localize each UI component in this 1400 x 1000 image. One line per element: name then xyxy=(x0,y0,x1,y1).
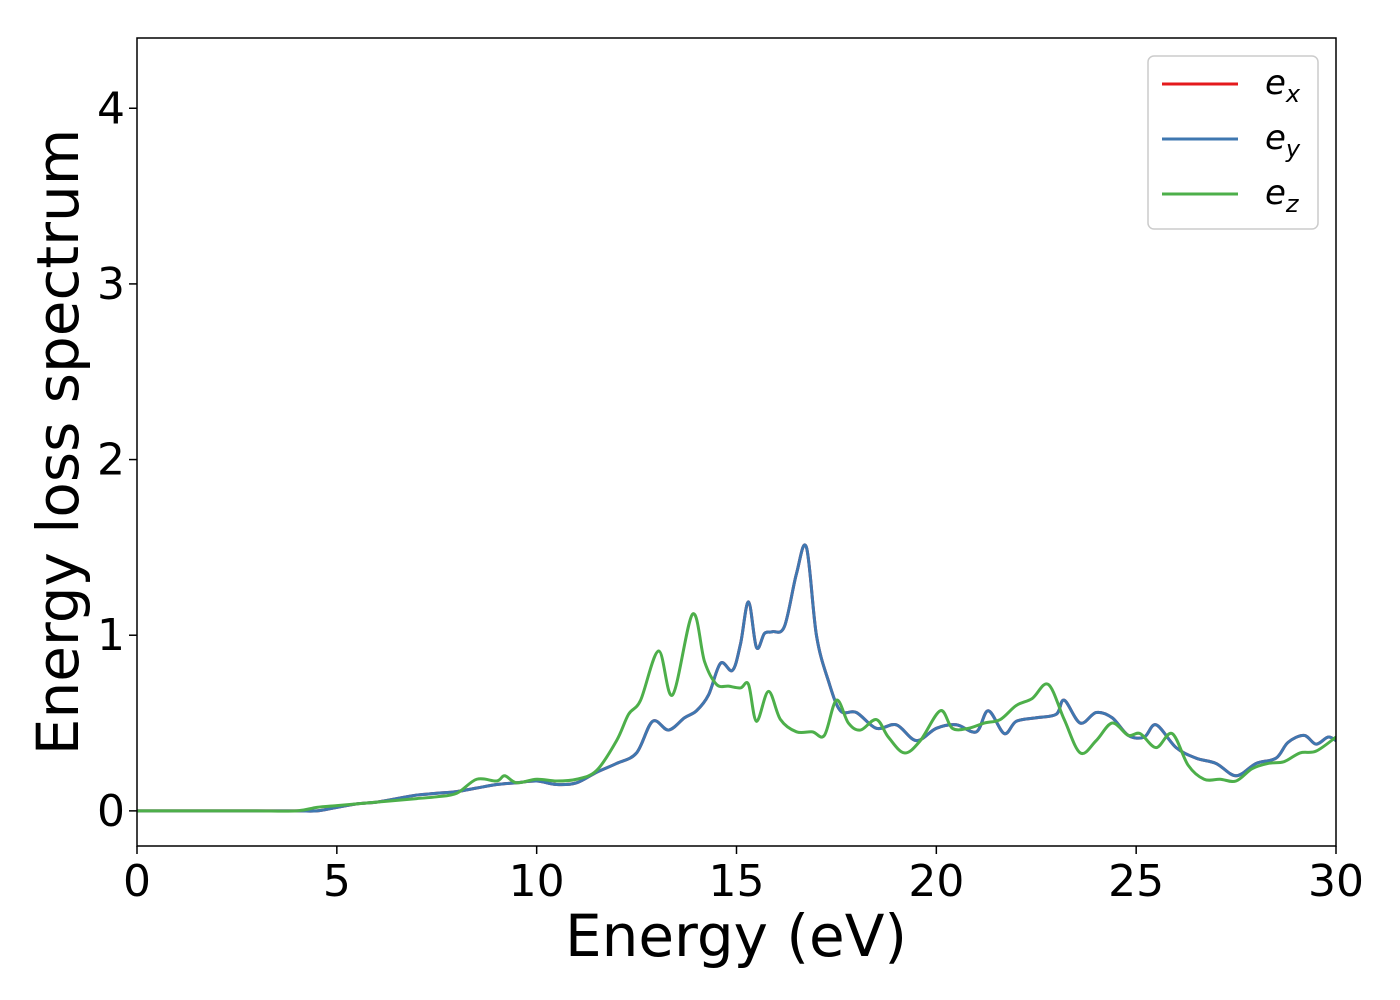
x-axis-title: Energy (eV) xyxy=(565,902,907,970)
legend-box xyxy=(1147,55,1319,230)
x-tick-label: 10 xyxy=(509,856,565,907)
x-tick-label: 30 xyxy=(1308,856,1364,907)
y-tick-label: 1 xyxy=(97,610,125,661)
x-tick-label: 0 xyxy=(123,856,151,907)
legend-label-y: ey xyxy=(1265,118,1301,163)
x-tick-label: 5 xyxy=(323,856,351,907)
legend-label-x: ex xyxy=(1265,63,1301,108)
legend-label-z: ez xyxy=(1265,173,1300,218)
series-line-z xyxy=(137,612,1336,813)
y-tick-label: 0 xyxy=(97,786,125,837)
x-axis-ticks: 0 5 10 15 20 25 30 xyxy=(123,846,1364,907)
x-tick-label: 20 xyxy=(908,856,964,907)
series-line-y xyxy=(137,543,1336,813)
y-tick-label: 3 xyxy=(97,259,125,310)
legend: ex ey ez xyxy=(1147,55,1319,230)
y-tick-label: 4 xyxy=(97,83,125,134)
series-layer xyxy=(137,543,1336,813)
y-tick-label: 2 xyxy=(97,435,125,486)
y-axis-title: Energy loss spectrum xyxy=(24,129,92,755)
x-tick-label: 15 xyxy=(709,856,765,907)
x-tick-label: 25 xyxy=(1108,856,1164,907)
y-axis-ticks: 0 1 2 3 4 xyxy=(97,83,137,837)
